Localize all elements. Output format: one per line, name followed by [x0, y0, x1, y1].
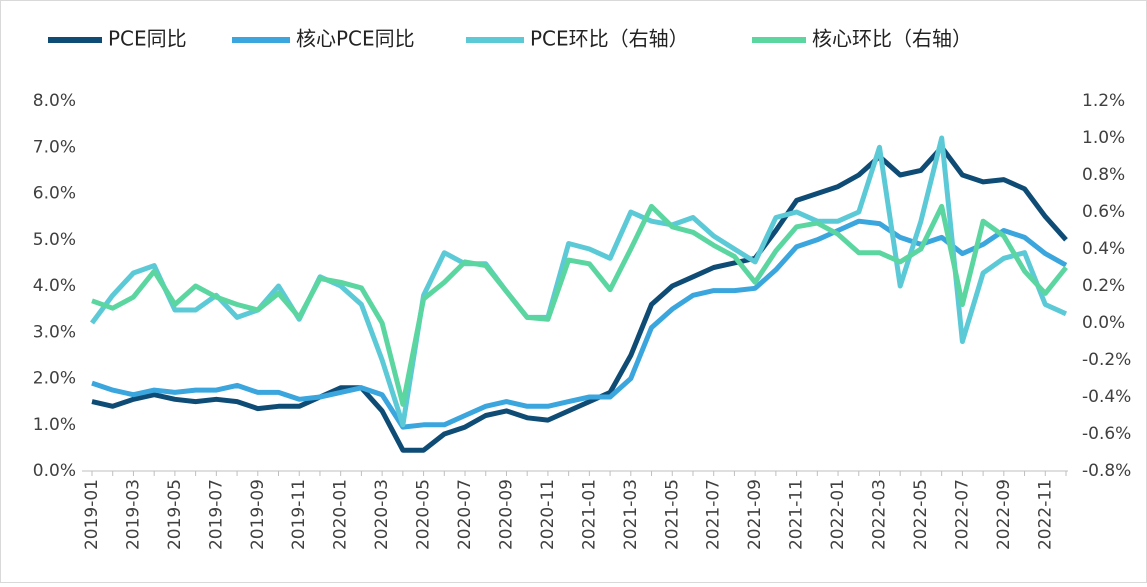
x-tick-label: 2021-09 [745, 479, 765, 550]
x-tick-label: 2021-11 [787, 479, 807, 550]
x-tick-label: 2021-03 [621, 479, 641, 550]
x-tick-label: 2019-01 [82, 479, 102, 550]
series-line [91, 144, 1068, 453]
x-tick-label: 2021-07 [704, 479, 724, 550]
y-tick-label: 6.0% [33, 184, 76, 204]
y2-tick-label: -0.2% [1082, 350, 1131, 370]
x-tick-label: 2022-01 [828, 479, 848, 550]
y2-tick-label: -0.8% [1082, 461, 1131, 481]
x-tick-label: 2019-11 [289, 479, 309, 550]
x-tick-label: 2020-05 [414, 479, 434, 550]
series-line [91, 203, 1068, 407]
y-tick-label: 1.0% [33, 415, 76, 435]
y2-tick-label: 1.2% [1082, 91, 1125, 111]
x-tick-label: 2021-01 [579, 479, 599, 550]
y2-tick-label: 0.2% [1082, 276, 1125, 296]
x-tick-label: 2022-11 [1035, 479, 1055, 550]
x-tick-label: 2019-05 [165, 479, 185, 550]
x-tick-label: 2020-01 [331, 479, 351, 550]
x-tick-label: 2020-03 [372, 479, 392, 550]
legend-label: 核心PCE同比 [296, 27, 415, 51]
legend-label: 核心环比（右轴） [812, 27, 972, 51]
x-tick-label: 2022-09 [994, 479, 1014, 550]
x-tick-label: 2019-03 [123, 479, 143, 550]
legend-label: PCE同比 [108, 27, 187, 51]
y2-tick-label: 0.0% [1082, 313, 1125, 333]
y-tick-label: 8.0% [33, 91, 76, 111]
y-tick-label: 2.0% [33, 369, 76, 389]
y-tick-label: 3.0% [33, 322, 76, 342]
x-tick-label: 2021-05 [662, 479, 682, 550]
y-tick-label: 7.0% [33, 137, 76, 157]
series-line [91, 218, 1068, 430]
x-tick-label: 2020-07 [455, 479, 475, 550]
legend-label: PCE环比（右轴） [530, 27, 689, 51]
y2-tick-label: -0.6% [1082, 424, 1131, 444]
x-tick-label: 2019-07 [206, 479, 226, 550]
x-tick-label: 2020-09 [496, 479, 516, 550]
y-tick-label: 0.0% [33, 461, 76, 481]
y2-tick-label: 1.0% [1082, 128, 1125, 148]
x-tick-label: 2022-03 [869, 479, 889, 550]
y2-tick-label: -0.4% [1082, 387, 1131, 407]
y2-tick-label: 0.8% [1082, 165, 1125, 185]
x-tick-label: 2020-11 [538, 479, 558, 550]
y2-tick-label: 0.6% [1082, 202, 1125, 222]
y-tick-label: 5.0% [33, 230, 76, 250]
y-tick-label: 4.0% [33, 276, 76, 296]
y2-tick-label: 0.4% [1082, 239, 1125, 259]
x-tick-label: 2022-07 [952, 479, 972, 550]
x-tick-label: 2022-05 [911, 479, 931, 550]
x-tick-label: 2019-09 [248, 479, 268, 550]
